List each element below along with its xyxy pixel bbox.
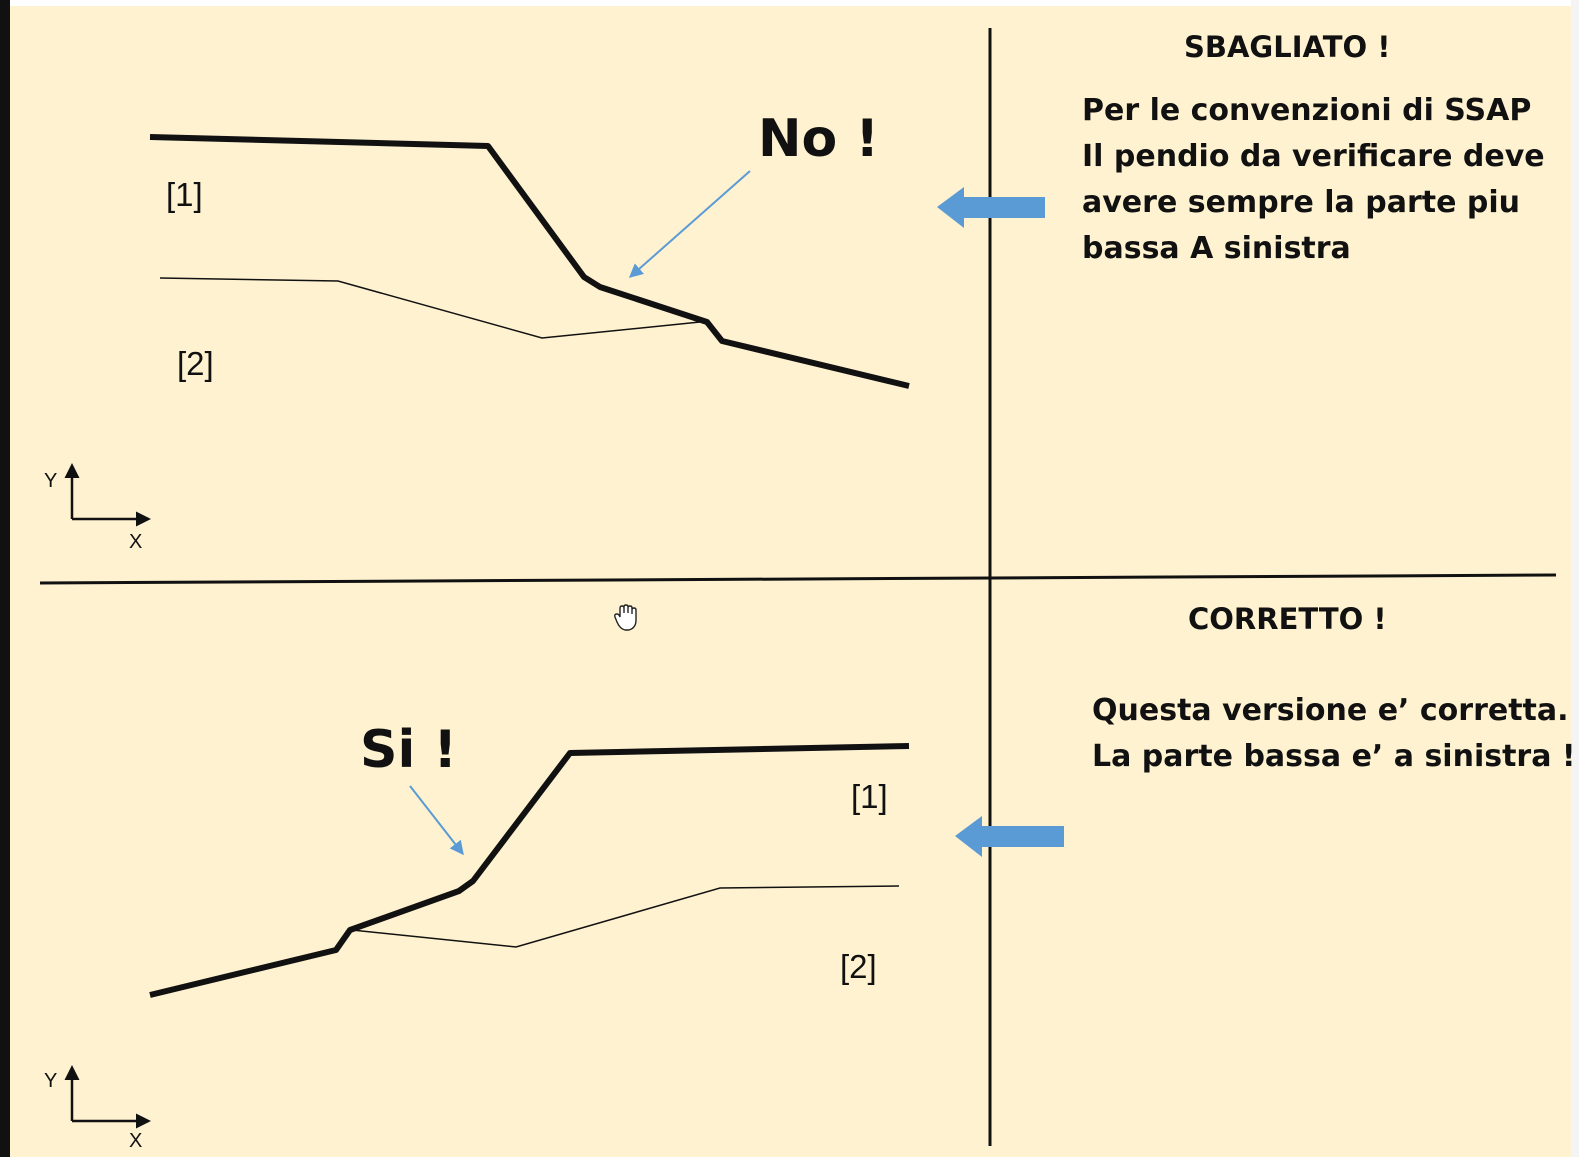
top-description: Per le convenzioni di SSAP Il pendio da … [1082, 88, 1545, 272]
bottom-axis-y-label: Y [44, 1070, 58, 1092]
left-border [0, 0, 10, 1157]
bottom-blue-arrow-left-icon [955, 816, 1064, 857]
top-axis-x-label: X [129, 531, 143, 553]
top-layer-1-label: [1] [166, 176, 203, 213]
top-xy-axes-icon [64, 463, 151, 527]
bottom-description-line: Questa versione e’ corretta. [1092, 693, 1569, 728]
top-description-line: bassa A sinistra [1082, 231, 1351, 266]
right-border [1571, 0, 1579, 1157]
top-heading: SBAGLIATO ! [1184, 30, 1391, 64]
top-border [10, 0, 1579, 6]
top-axis-y-label: Y [44, 470, 58, 492]
top-callout-pointer [628, 170, 751, 278]
bottom-description: Questa versione e’ corretta. La parte ba… [1092, 688, 1579, 780]
top-description-line: avere sempre la parte piu [1082, 185, 1520, 220]
top-layer-2-label: [2] [177, 345, 214, 382]
bottom-description-line: La parte bassa e’ a sinistra !! [1092, 739, 1579, 774]
top-description-line: Per le convenzioni di SSAP [1082, 93, 1532, 128]
bottom-slope-profile-1 [149, 743, 910, 998]
bottom-layer-boundary-2 [351, 885, 900, 948]
hand-cursor-icon [614, 604, 637, 631]
bottom-layer-2-label: [2] [840, 948, 877, 985]
bottom-callout-label: Si ! [360, 720, 458, 780]
horizontal-divider [39, 573, 1557, 585]
bottom-xy-axes-icon [64, 1065, 151, 1129]
top-callout-label: No ! [758, 109, 880, 169]
top-layer-boundary-2 [159, 277, 701, 339]
top-slope-profile-1 [149, 134, 910, 389]
top-blue-arrow-left-icon [937, 187, 1045, 228]
bottom-axis-x-label: X [129, 1130, 143, 1152]
top-description-line: Il pendio da verificare deve [1082, 139, 1545, 174]
bottom-heading: CORRETTO ! [1188, 602, 1387, 636]
bottom-layer-1-label: [1] [851, 778, 888, 815]
bottom-callout-pointer [409, 785, 464, 856]
